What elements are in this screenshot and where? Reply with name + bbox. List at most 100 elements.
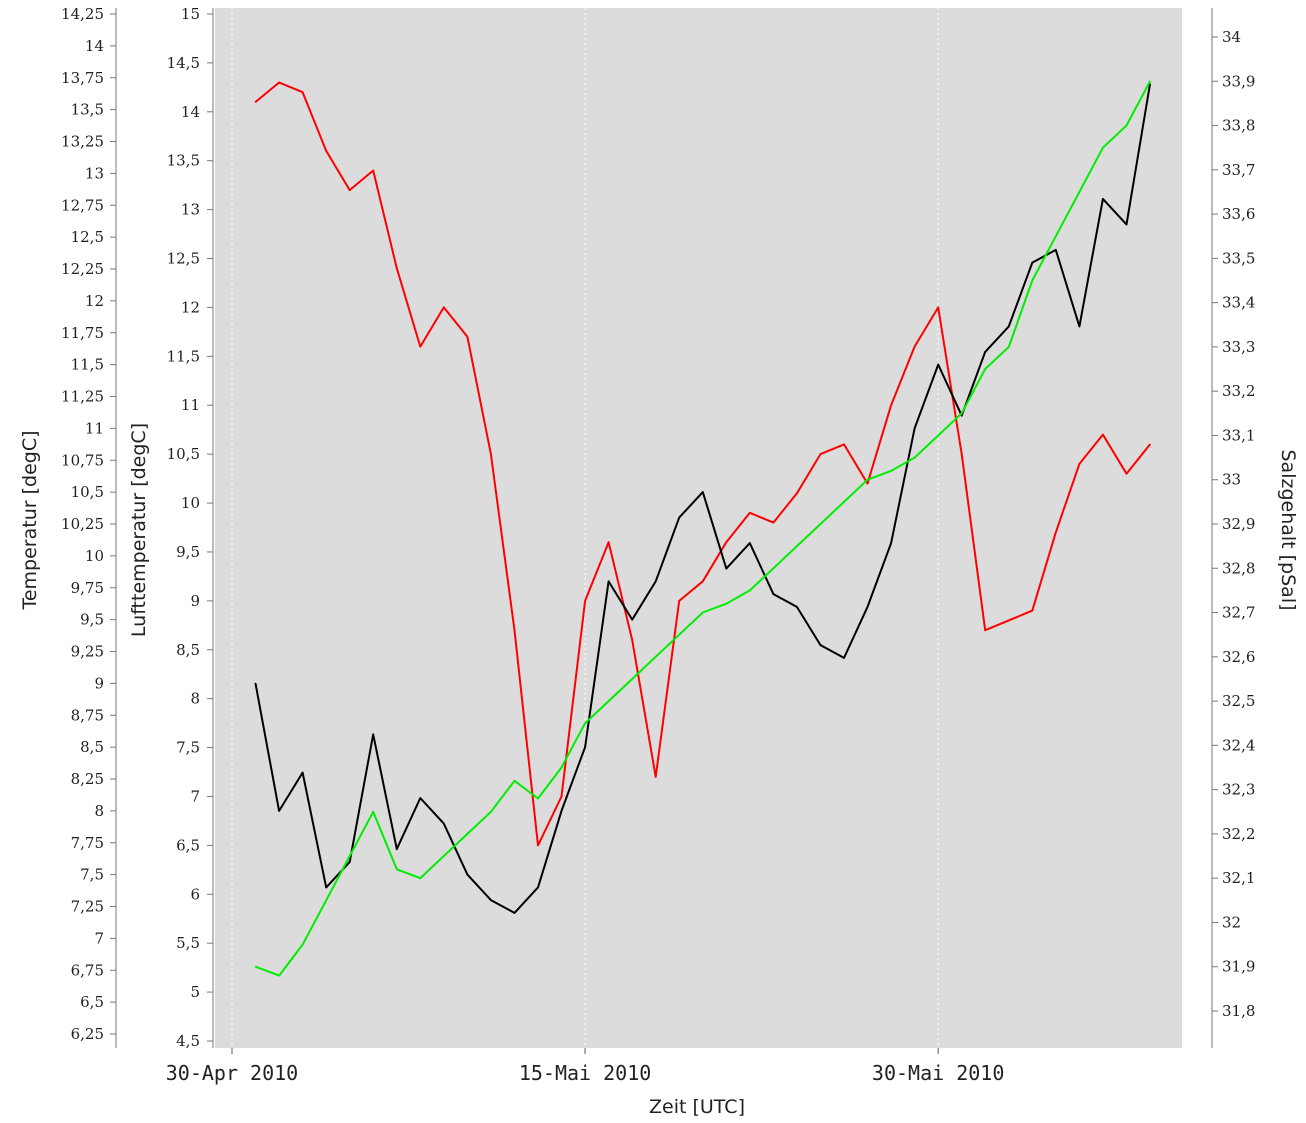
data-point-temperatur	[396, 848, 398, 850]
data-point-salzgehalt	[749, 589, 751, 592]
salzgehalt-tick-label: 32,6	[1222, 648, 1255, 666]
salzgehalt-tick-label: 32,1	[1222, 869, 1255, 887]
temperatur-tick-label: 11	[85, 419, 104, 437]
data-point-temperatur	[772, 593, 775, 595]
data-point-salzgehalt	[443, 855, 445, 857]
temperatur-tick-label: 14	[85, 37, 104, 55]
x-tick-label: 30-Apr 2010	[166, 1061, 298, 1085]
data-point-lufttemperatur	[725, 541, 728, 543]
data-point-lufttemperatur	[772, 521, 775, 524]
axes: 30-Apr 2010 15-Mai 2010 30-Mai 2010 6,25 6,5…	[61, 5, 1255, 1085]
salzgehalt-tick-label: 32,5	[1222, 692, 1255, 710]
data-point-salzgehalt	[960, 412, 963, 415]
data-point-lufttemperatur	[890, 404, 892, 407]
data-point-lufttemperatur	[443, 306, 445, 309]
data-point-temperatur	[348, 861, 351, 863]
temperatur-tick-label: 12,5	[71, 228, 104, 246]
lufttemperatur-tick-label: 13,5	[167, 152, 200, 170]
data-point-salzgehalt	[984, 368, 986, 370]
temperatur-tick-label: 13,5	[71, 101, 104, 119]
data-point-lufttemperatur	[301, 91, 304, 93]
temperatur-tick-label: 8	[94, 802, 104, 820]
data-point-salzgehalt	[1125, 124, 1128, 127]
temperatur-tick-label: 11,75	[61, 324, 104, 342]
lufttemperatur-tick-label: 10,5	[167, 445, 200, 463]
data-point-temperatur	[631, 618, 633, 621]
data-point-temperatur	[278, 810, 280, 812]
temperatur-tick-label: 13,75	[61, 69, 104, 87]
data-point-temperatur	[301, 771, 304, 774]
data-point-temperatur	[937, 363, 939, 366]
series-lines	[254, 80, 1151, 977]
temperatur-tick-label: 8,25	[71, 770, 104, 788]
data-point-salzgehalt	[702, 611, 704, 614]
salzgehalt-tick-label: 32,3	[1222, 781, 1255, 799]
data-point-lufttemperatur	[913, 345, 916, 348]
lufttemperatur-tick-label: 4,5	[176, 1032, 200, 1050]
lufttemperatur-tick-label: 5	[190, 983, 200, 1001]
data-point-temperatur	[843, 657, 845, 659]
data-point-lufttemperatur	[1078, 463, 1081, 465]
data-point-salzgehalt	[419, 877, 422, 879]
lufttemperatur-tick-label: 9	[190, 592, 200, 610]
lufttemperatur-tick-label: 14,5	[167, 54, 200, 72]
x-tick-label: 15-Mai 2010	[519, 1061, 651, 1085]
data-point-temperatur	[913, 427, 916, 430]
data-point-lufttemperatur	[1102, 433, 1104, 436]
data-point-temperatur	[254, 682, 257, 685]
data-point-temperatur	[1055, 249, 1057, 251]
temperatur-tick-label: 9	[94, 674, 104, 692]
temperatur-tick-label: 6,25	[71, 1025, 104, 1043]
data-point-lufttemperatur	[490, 453, 492, 455]
salzgehalt-axis-label: Salzgehalt [pSal]	[1277, 449, 1299, 610]
temperatur-tick-label: 12,75	[61, 196, 104, 214]
salzgehalt-tick-label: 33,7	[1222, 161, 1255, 179]
temperatur-tick-label: 10	[85, 547, 104, 565]
lufttemperatur-tick-label: 6,5	[176, 836, 200, 854]
data-point-salzgehalt	[843, 501, 845, 503]
data-point-temperatur	[1078, 325, 1081, 328]
data-point-salzgehalt	[631, 678, 633, 680]
data-point-salzgehalt	[866, 478, 869, 481]
data-point-salzgehalt	[678, 633, 680, 636]
data-point-salzgehalt	[301, 943, 304, 946]
data-point-salzgehalt	[607, 700, 610, 702]
data-point-temperatur	[584, 746, 586, 748]
temperatur-tick-label: 13,25	[61, 133, 104, 151]
lufttemperatur-tick-label: 11	[181, 396, 200, 414]
data-point-salzgehalt	[466, 833, 469, 835]
data-point-temperatur	[325, 886, 328, 889]
data-point-salzgehalt	[654, 656, 657, 658]
temperatur-tick-label: 10,25	[61, 515, 104, 533]
temperatur-tick-label: 9,75	[71, 579, 104, 597]
lufttemperatur-tick-label: 7	[190, 787, 200, 805]
data-point-lufttemperatur	[631, 639, 633, 641]
data-point-temperatur	[796, 606, 798, 608]
salzgehalt-tick-label: 32,2	[1222, 825, 1255, 843]
temperatur-tick-label: 7,75	[71, 834, 104, 852]
data-point-salzgehalt	[913, 456, 916, 459]
x-tick-label: 30-Mai 2010	[872, 1061, 1004, 1085]
data-point-temperatur	[678, 516, 680, 519]
lufttemperatur-tick-label: 10	[181, 494, 200, 512]
data-point-salzgehalt	[1149, 80, 1151, 83]
data-point-temperatur	[725, 567, 728, 570]
data-point-salzgehalt	[1102, 146, 1104, 149]
data-point-temperatur	[1031, 261, 1034, 264]
salzgehalt-tick-label: 33,2	[1222, 382, 1255, 400]
data-point-salzgehalt	[772, 567, 775, 570]
data-point-salzgehalt	[560, 766, 563, 769]
data-point-temperatur	[1125, 223, 1128, 226]
salzgehalt-tick-label: 33,1	[1222, 426, 1255, 444]
data-point-temperatur	[866, 606, 869, 608]
salzgehalt-tick-label: 31,8	[1222, 1002, 1255, 1020]
salzgehalt-tick-label: 32,8	[1222, 559, 1255, 577]
temperatur-tick-label: 12,25	[61, 260, 104, 278]
data-point-salzgehalt	[1078, 191, 1081, 193]
data-point-lufttemperatur	[537, 844, 539, 847]
data-point-temperatur	[1102, 198, 1104, 200]
lufttemperatur-tick-label: 14	[181, 103, 200, 121]
data-point-salzgehalt	[396, 868, 398, 871]
data-point-lufttemperatur	[960, 453, 963, 455]
